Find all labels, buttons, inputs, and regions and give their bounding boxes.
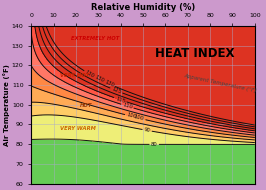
Text: VERY WARM: VERY WARM xyxy=(60,126,96,131)
Text: 125: 125 xyxy=(111,86,122,95)
Y-axis label: Air Temperature (°F): Air Temperature (°F) xyxy=(3,64,10,146)
Text: 110: 110 xyxy=(122,102,133,110)
Text: 130: 130 xyxy=(103,79,115,88)
Text: 90: 90 xyxy=(143,127,151,133)
Text: Apparent Temperature (°F): Apparent Temperature (°F) xyxy=(183,74,257,94)
Text: 80: 80 xyxy=(151,142,157,147)
Text: 115: 115 xyxy=(115,96,126,104)
Text: VERY HOT: VERY HOT xyxy=(60,73,90,78)
Text: 100: 100 xyxy=(134,115,145,122)
Text: HOT: HOT xyxy=(80,103,93,108)
X-axis label: Relative Humidity (%): Relative Humidity (%) xyxy=(91,3,195,13)
Text: EXTREMELY HOT: EXTREMELY HOT xyxy=(72,36,120,41)
Text: HEAT INDEX: HEAT INDEX xyxy=(155,47,234,60)
Text: 100: 100 xyxy=(126,113,137,120)
Text: 130: 130 xyxy=(84,70,95,79)
Text: 130: 130 xyxy=(94,75,105,84)
